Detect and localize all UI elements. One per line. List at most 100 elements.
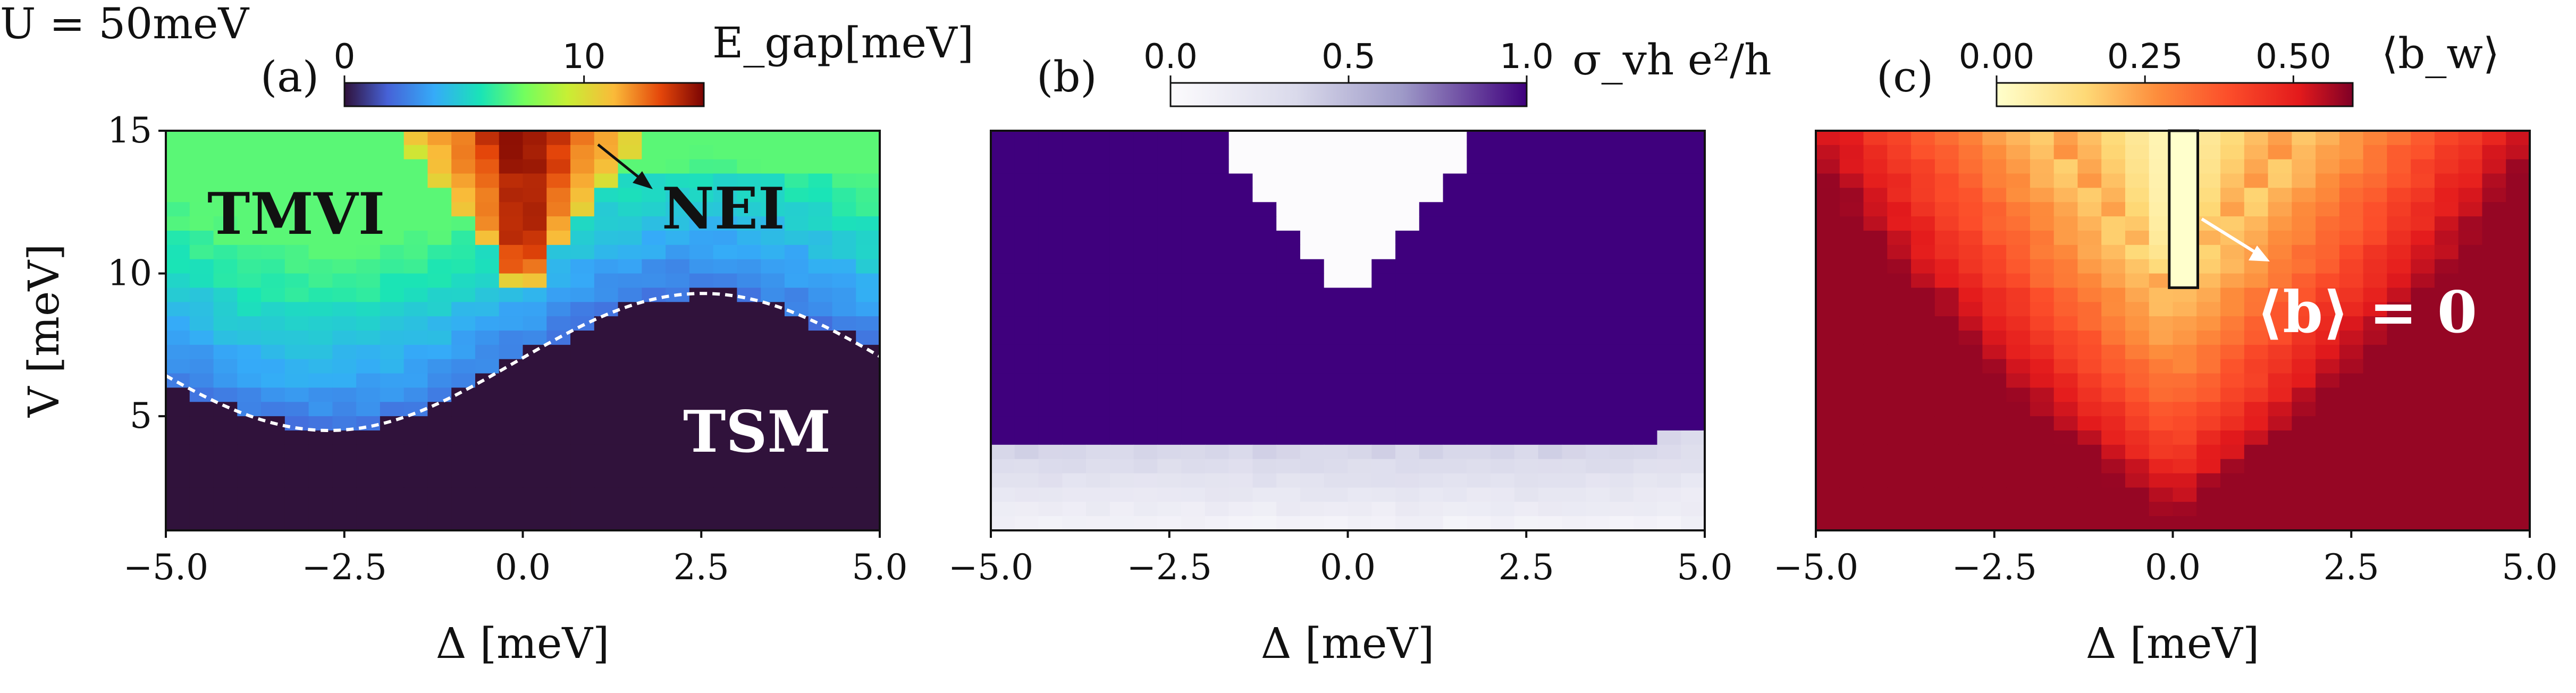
heatmap-a-cell xyxy=(594,373,619,388)
panel-label-a: (a) xyxy=(260,52,319,102)
heatmap-a-cell xyxy=(427,173,452,189)
heatmap-c-cell xyxy=(2482,516,2507,531)
heatmap-c-cell xyxy=(2196,331,2221,345)
heatmap-c-cell xyxy=(1982,373,2007,388)
heatmap-a-cell xyxy=(546,316,571,331)
heatmap-b-cell xyxy=(1014,444,1039,460)
heatmap-c-cell xyxy=(2411,373,2435,388)
heatmap-a-cell xyxy=(832,173,857,189)
heatmap-c-cell xyxy=(2173,387,2198,403)
heatmap-a-cell xyxy=(832,145,857,160)
heatmap-b-cell xyxy=(1443,188,1468,203)
heatmap-c-cell xyxy=(2506,231,2530,246)
heatmap-b-cell xyxy=(1181,516,1206,531)
heatmap-a-cell xyxy=(808,416,833,431)
heatmap-b-cell xyxy=(1181,473,1206,488)
heatmap-b-cell xyxy=(1086,302,1110,317)
heatmap-a-cell xyxy=(284,516,309,531)
heatmap-b-cell xyxy=(1419,502,1444,517)
heatmap-c-cell xyxy=(2316,173,2340,189)
heatmap-c-cell xyxy=(2077,231,2102,246)
heatmap-a-cell xyxy=(856,444,880,460)
heatmap-c-cell xyxy=(2268,359,2293,374)
heatmap-a-cell xyxy=(737,516,761,531)
heatmap-a-cell xyxy=(284,331,309,345)
heatmap-a-cell xyxy=(308,402,333,417)
heatmap-a-cell xyxy=(261,159,285,174)
heatmap-a-cell xyxy=(594,273,619,289)
nei-arrow-line xyxy=(597,143,645,183)
heatmap-c-cell xyxy=(2053,302,2078,317)
heatmap-b-cell xyxy=(1014,273,1039,289)
heatmap-a-cell xyxy=(570,188,595,203)
y-tick-label: 5 xyxy=(130,395,152,436)
heatmap-b-cell xyxy=(991,173,1015,189)
heatmap-c-cell xyxy=(2125,473,2150,488)
heatmap-b-cell xyxy=(1395,145,1420,160)
b-zero-arrow-head xyxy=(2249,246,2270,261)
heatmap-c-cell xyxy=(2458,231,2483,246)
heatmap-b-cell xyxy=(1300,145,1325,160)
heatmap-b-cell xyxy=(1395,316,1420,331)
heatmap-b-cell xyxy=(1276,487,1301,503)
heatmap-b-cell xyxy=(1038,302,1063,317)
heatmap-c-cell xyxy=(1816,359,1840,374)
heatmap-c-cell xyxy=(1982,316,2007,331)
heatmap-a-cell xyxy=(189,331,214,345)
heatmap-b-cell xyxy=(1324,131,1349,146)
heatmap-b-cell xyxy=(1205,145,1230,160)
heatmap-c-cell xyxy=(2482,502,2507,517)
heatmap-a-cell xyxy=(784,459,809,474)
heatmap-b-cell xyxy=(1038,387,1063,403)
heatmap-b-cell xyxy=(1371,316,1396,331)
heatmap-c-cell xyxy=(1958,430,1983,445)
heatmap-a-cell xyxy=(475,231,500,246)
heatmap-a-cell xyxy=(451,273,476,289)
heatmap-a-cell xyxy=(166,259,190,274)
heatmap-a-cell xyxy=(499,359,524,374)
heatmap-c-cell xyxy=(1934,244,1959,260)
heatmap-c-cell xyxy=(1839,273,1864,289)
heatmap-b-cell xyxy=(1586,159,1610,174)
heatmap-b-cell xyxy=(1395,344,1420,360)
heatmap-c-cell xyxy=(1934,159,1959,174)
x-tick-label: −2.5 xyxy=(302,547,387,588)
heatmap-b-cell xyxy=(1348,288,1373,303)
heatmap-a-cell xyxy=(523,444,548,460)
heatmap-a-cell xyxy=(284,359,309,374)
x-axis-label-b: Δ [meV] xyxy=(1261,619,1435,668)
heatmap-c-cell xyxy=(2506,202,2530,217)
heatmap-b-cell xyxy=(1133,273,1158,289)
heatmap-b-cell xyxy=(1324,473,1349,488)
heatmap-a-cell xyxy=(713,373,738,388)
heatmap-b-cell xyxy=(1609,430,1634,445)
heatmap-b-cell xyxy=(1633,188,1658,203)
heatmap-b-cell xyxy=(1086,288,1110,303)
heatmap-b-cell xyxy=(1205,402,1230,417)
heatmap-c-cell xyxy=(2053,202,2078,217)
heatmap-c-cell xyxy=(2316,302,2340,317)
heatmap-a-cell xyxy=(308,473,333,488)
heatmap-a-cell xyxy=(356,259,381,274)
heatmap-b-cell xyxy=(1538,331,1563,345)
heatmap-b-cell xyxy=(1038,344,1063,360)
heatmap-c-cell xyxy=(2125,288,2150,303)
heatmap-c-cell xyxy=(2387,131,2411,146)
heatmap-c-cell xyxy=(1887,244,1912,260)
heatmap-b-cell xyxy=(1348,216,1373,231)
heatmap-a-cell xyxy=(403,202,428,217)
heatmap-c-cell xyxy=(2458,145,2483,160)
heatmap-b-cell xyxy=(1014,344,1039,360)
heatmap-b-cell xyxy=(1538,231,1563,246)
heatmap-a-cell xyxy=(451,244,476,260)
heatmap-a-cell xyxy=(475,188,500,203)
heatmap-b-cell xyxy=(1276,416,1301,431)
heatmap-a-cell xyxy=(737,302,761,317)
heatmap-c-cell xyxy=(2316,402,2340,417)
heatmap-c-cell xyxy=(2101,259,2126,274)
heatmap-b-cell xyxy=(1086,145,1110,160)
heatmap-c-cell xyxy=(2173,331,2198,345)
heatmap-a-cell xyxy=(594,344,619,360)
heatmap-a-cell xyxy=(808,444,833,460)
heatmap-c-cell xyxy=(1816,202,1840,217)
